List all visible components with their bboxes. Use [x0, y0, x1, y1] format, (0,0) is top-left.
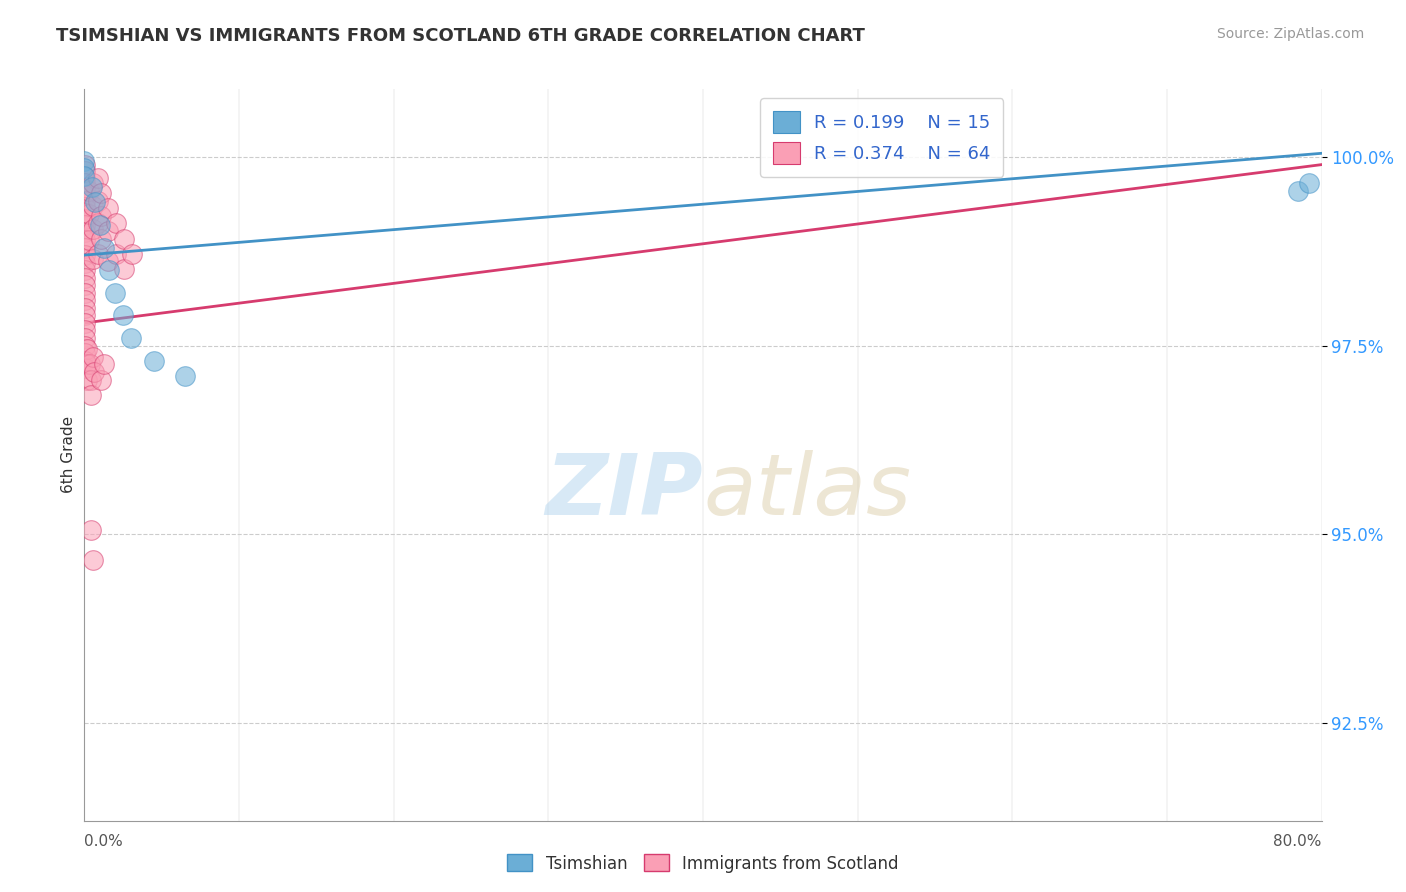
Point [77, 233, 100, 247]
Point [75, 338, 97, 352]
Point [75, 361, 97, 376]
Point [73, 169, 96, 183]
Point [90, 372, 112, 386]
Point [86, 171, 108, 186]
Point [75, 163, 97, 178]
Point [82, 553, 104, 567]
Point [89, 218, 111, 232]
Point [105, 246, 128, 260]
Point [93, 358, 115, 372]
Point [75, 278, 97, 293]
Point [77, 184, 100, 198]
Point [76, 343, 98, 357]
Point [82, 180, 104, 194]
Point [82, 350, 104, 364]
Point [86, 194, 108, 208]
Legend: Tsimshian, Immigrants from Scotland: Tsimshian, Immigrants from Scotland [501, 847, 905, 880]
Point [75, 241, 97, 255]
Point [1298, 177, 1320, 191]
Point [75, 169, 97, 184]
Point [75, 270, 97, 285]
Point [121, 246, 143, 260]
Point [112, 261, 135, 276]
Point [90, 209, 112, 223]
Point [82, 221, 104, 235]
Point [98, 263, 121, 277]
Point [75, 176, 97, 190]
Point [82, 177, 104, 191]
Point [75, 158, 97, 172]
Point [143, 353, 166, 368]
Point [86, 216, 108, 230]
Point [73, 153, 96, 168]
Point [75, 226, 97, 240]
Point [105, 216, 128, 230]
Point [93, 241, 115, 255]
Point [75, 206, 97, 220]
Text: TSIMSHIAN VS IMMIGRANTS FROM SCOTLAND 6TH GRADE CORRELATION CHART: TSIMSHIAN VS IMMIGRANTS FROM SCOTLAND 6T… [56, 27, 865, 45]
Point [80, 372, 103, 386]
Point [174, 368, 197, 383]
Text: 80.0%: 80.0% [1274, 834, 1322, 849]
Point [75, 285, 97, 300]
Point [75, 194, 97, 208]
Point [79, 358, 101, 372]
Y-axis label: 6th Grade: 6th Grade [60, 417, 76, 493]
Point [112, 309, 135, 323]
Point [75, 187, 97, 202]
Point [75, 248, 97, 262]
Point [75, 353, 97, 368]
Text: atlas: atlas [703, 450, 911, 533]
Point [80, 524, 103, 538]
Point [75, 309, 97, 323]
Point [77, 206, 100, 220]
Legend: R = 0.199    N = 15, R = 0.374    N = 64: R = 0.199 N = 15, R = 0.374 N = 64 [761, 98, 1004, 177]
Point [75, 218, 97, 232]
Point [73, 161, 96, 176]
Point [75, 182, 97, 196]
Point [97, 254, 120, 268]
Point [120, 331, 142, 345]
Text: 0.0%: 0.0% [84, 834, 124, 849]
Point [112, 231, 135, 245]
Point [86, 246, 108, 260]
Point [76, 358, 98, 372]
Point [75, 255, 97, 269]
Point [75, 331, 97, 345]
Point [75, 316, 97, 330]
Point [75, 211, 97, 226]
Point [97, 224, 120, 238]
Point [104, 285, 127, 300]
Point [75, 301, 97, 315]
Point [75, 324, 97, 338]
Point [75, 293, 97, 308]
Point [75, 200, 97, 214]
Point [75, 346, 97, 360]
Point [97, 202, 120, 216]
Point [90, 231, 112, 245]
Point [82, 252, 104, 266]
Text: ZIP: ZIP [546, 450, 703, 533]
Point [84, 195, 107, 210]
Point [82, 199, 104, 213]
Point [76, 372, 98, 386]
Point [80, 387, 103, 401]
Point [90, 186, 112, 201]
Point [75, 233, 97, 247]
Point [83, 365, 105, 379]
Point [75, 263, 97, 277]
Text: Source: ZipAtlas.com: Source: ZipAtlas.com [1216, 27, 1364, 41]
Point [1288, 184, 1310, 198]
